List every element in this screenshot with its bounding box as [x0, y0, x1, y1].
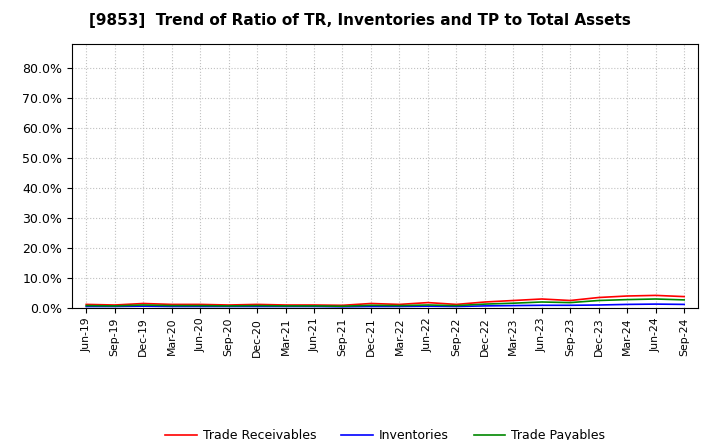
Trade Receivables: [652, 293, 660, 298]
Inventories: [423, 304, 432, 309]
Trade Payables: [623, 297, 631, 302]
Inventories: [110, 304, 119, 309]
Inventories: [282, 304, 290, 309]
Trade Receivables: [480, 299, 489, 304]
Trade Receivables: [595, 295, 603, 300]
Trade Payables: [110, 303, 119, 308]
Trade Receivables: [196, 302, 204, 307]
Trade Receivables: [623, 293, 631, 299]
Trade Payables: [566, 300, 575, 305]
Inventories: [566, 303, 575, 308]
Trade Payables: [139, 302, 148, 308]
Trade Receivables: [509, 298, 518, 303]
Trade Receivables: [338, 303, 347, 308]
Inventories: [338, 304, 347, 309]
Inventories: [452, 304, 461, 309]
Inventories: [196, 304, 204, 309]
Trade Payables: [395, 303, 404, 308]
Inventories: [139, 304, 148, 309]
Inventories: [509, 303, 518, 308]
Trade Payables: [680, 297, 688, 303]
Trade Payables: [338, 304, 347, 309]
Trade Payables: [282, 303, 290, 308]
Trade Payables: [253, 303, 261, 308]
Trade Payables: [82, 303, 91, 308]
Trade Receivables: [395, 302, 404, 307]
Trade Payables: [310, 303, 318, 308]
Trade Payables: [452, 303, 461, 308]
Inventories: [595, 302, 603, 308]
Trade Receivables: [537, 297, 546, 302]
Trade Receivables: [225, 302, 233, 308]
Line: Inventories: Inventories: [86, 304, 684, 307]
Line: Trade Payables: Trade Payables: [86, 299, 684, 306]
Trade Payables: [366, 303, 375, 308]
Trade Payables: [225, 303, 233, 308]
Inventories: [82, 304, 91, 309]
Inventories: [253, 304, 261, 309]
Trade Receivables: [139, 301, 148, 306]
Trade Receivables: [310, 302, 318, 308]
Trade Payables: [509, 301, 518, 306]
Trade Payables: [537, 299, 546, 304]
Trade Receivables: [282, 302, 290, 308]
Trade Receivables: [366, 301, 375, 306]
Trade Payables: [423, 302, 432, 308]
Inventories: [623, 302, 631, 307]
Inventories: [225, 304, 233, 309]
Trade Receivables: [167, 302, 176, 307]
Line: Trade Receivables: Trade Receivables: [86, 295, 684, 305]
Trade Payables: [196, 303, 204, 308]
Inventories: [310, 304, 318, 309]
Inventories: [167, 304, 176, 309]
Inventories: [680, 302, 688, 307]
Trade Payables: [480, 301, 489, 307]
Trade Payables: [652, 297, 660, 302]
Trade Payables: [595, 298, 603, 303]
Trade Receivables: [680, 294, 688, 299]
Trade Receivables: [452, 302, 461, 307]
Inventories: [652, 301, 660, 307]
Text: [9853]  Trend of Ratio of TR, Inventories and TP to Total Assets: [9853] Trend of Ratio of TR, Inventories…: [89, 13, 631, 28]
Trade Receivables: [82, 302, 91, 307]
Trade Receivables: [253, 302, 261, 307]
Legend: Trade Receivables, Inventories, Trade Payables: Trade Receivables, Inventories, Trade Pa…: [161, 424, 610, 440]
Inventories: [395, 304, 404, 309]
Trade Payables: [167, 303, 176, 308]
Inventories: [537, 303, 546, 308]
Inventories: [480, 303, 489, 308]
Trade Receivables: [110, 302, 119, 308]
Inventories: [366, 304, 375, 309]
Trade Receivables: [566, 298, 575, 303]
Trade Receivables: [423, 300, 432, 305]
